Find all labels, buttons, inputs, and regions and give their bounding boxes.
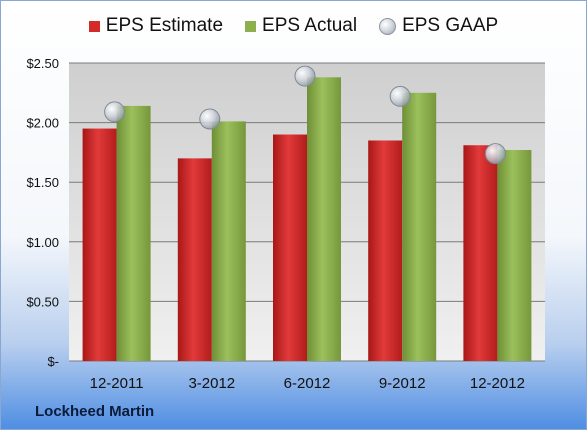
gaap-marker <box>294 65 316 87</box>
y-tick-label: $- <box>47 354 59 369</box>
bar-actual <box>402 92 437 362</box>
gaap-marker <box>199 108 221 130</box>
x-tick-label: 6-2012 <box>284 375 331 392</box>
x-tick-label: 12-2012 <box>470 375 525 392</box>
gaap-marker <box>389 85 411 107</box>
legend: EPS Estimate EPS Actual EPS GAAP <box>1 15 586 37</box>
gaap-marker <box>104 101 126 123</box>
legend-item-estimate: EPS Estimate <box>88 15 224 37</box>
legend-swatch-gaap <box>379 17 397 35</box>
x-tick-label: 9-2012 <box>379 375 426 392</box>
bar-actual <box>307 77 341 361</box>
bar-estimate <box>368 140 403 361</box>
legend-label-actual: EPS Actual <box>262 15 358 36</box>
bar-actual <box>497 150 532 361</box>
legend-swatch-actual <box>245 20 257 32</box>
x-tick-label: 3-2012 <box>188 375 235 392</box>
legend-item-actual: EPS Actual <box>245 15 357 37</box>
legend-label-estimate: EPS Estimate <box>105 15 224 36</box>
y-tick-label: $0.50 <box>26 294 59 309</box>
y-tick-label: $1.50 <box>26 175 59 190</box>
bar-estimate <box>177 158 212 361</box>
legend-swatch-estimate <box>88 20 100 32</box>
bar-estimate <box>273 134 307 361</box>
gaap-marker <box>484 143 506 165</box>
y-tick-label: $1.00 <box>26 235 59 250</box>
y-tick-label: $2.50 <box>26 56 59 71</box>
bar-estimate <box>82 128 117 361</box>
x-tick-label: 12-2011 <box>90 375 144 392</box>
bar-estimate <box>463 145 498 361</box>
bar-actual <box>211 121 246 362</box>
bar-actual <box>116 105 151 361</box>
legend-item-gaap: EPS GAAP <box>379 15 498 37</box>
company-name: Lockheed Martin <box>35 403 155 420</box>
y-tick-label: $2.00 <box>26 116 59 131</box>
legend-label-gaap: EPS GAAP <box>402 15 499 36</box>
